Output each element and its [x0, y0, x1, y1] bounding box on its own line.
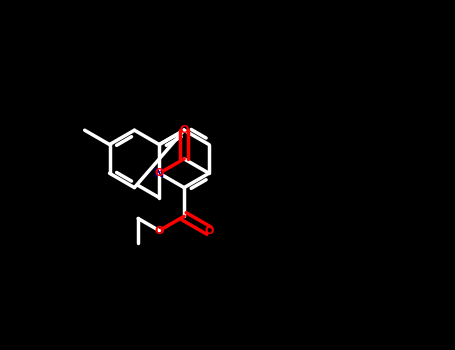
Text: O: O	[155, 168, 164, 178]
Text: N: N	[154, 167, 164, 180]
Text: O: O	[179, 125, 189, 135]
Text: O: O	[204, 226, 214, 236]
Text: O: O	[155, 226, 164, 236]
